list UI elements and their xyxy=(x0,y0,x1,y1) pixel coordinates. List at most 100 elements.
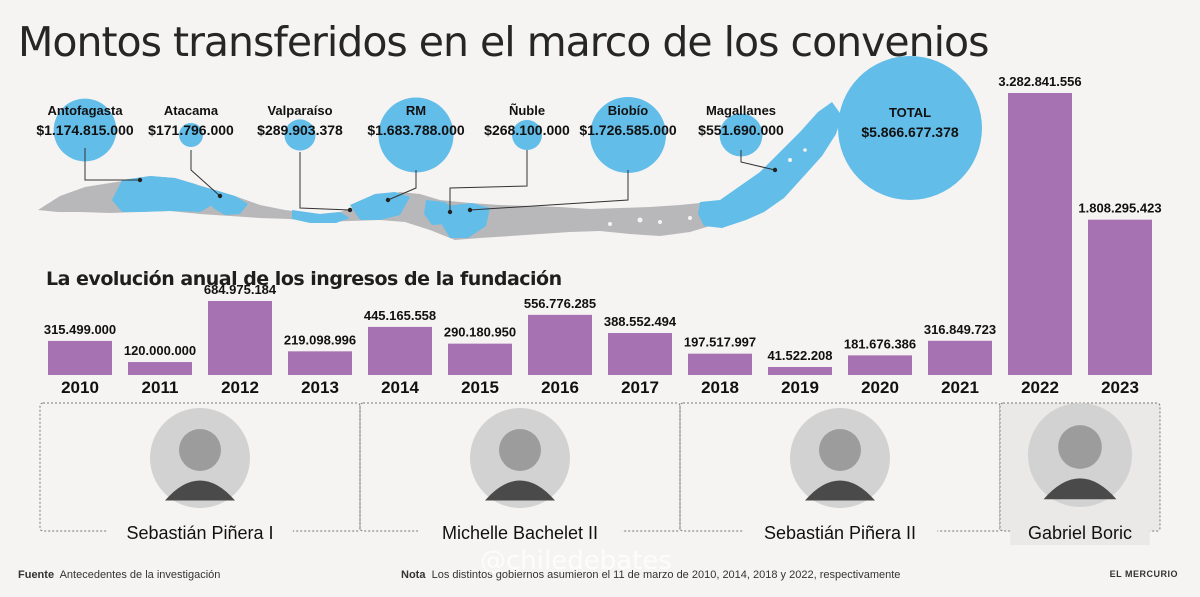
bubble-biobio xyxy=(590,97,666,173)
year-label-2019: 2019 xyxy=(781,378,819,397)
bubble-total xyxy=(838,56,982,200)
region-name-atacama: Atacama xyxy=(164,103,219,118)
year-label-2022: 2022 xyxy=(1021,378,1059,397)
portraits xyxy=(150,403,1132,508)
period-label-gabriel-boric: Gabriel Boric xyxy=(1028,523,1132,543)
leader-dot-magallanes xyxy=(772,167,778,173)
portrait-body-sebastian-pinera-ii xyxy=(805,480,875,501)
bar-2019 xyxy=(768,367,832,375)
portrait-head-sebastian-pinera-i xyxy=(179,429,221,471)
year-label-2017: 2017 xyxy=(621,378,659,397)
leader-valparaiso xyxy=(299,152,351,211)
year-label-2013: 2013 xyxy=(301,378,339,397)
value-label-2019: 41.522.208 xyxy=(767,348,832,363)
bar-2023 xyxy=(1088,219,1152,375)
bubble-valparaiso xyxy=(284,119,316,151)
bubble-nuble xyxy=(512,120,542,150)
portrait-head-sebastian-pinera-ii xyxy=(819,429,861,471)
region-name-total: TOTAL xyxy=(889,105,931,120)
leader-antofagasta xyxy=(84,148,140,181)
value-label-2015: 290.180.950 xyxy=(444,325,516,340)
year-label-2015: 2015 xyxy=(461,378,499,397)
leader-dot-nuble xyxy=(447,209,453,215)
value-label-2016: 556.776.285 xyxy=(524,296,596,311)
period-labels: Sebastián Piñera I Michelle Bachelet II Se… xyxy=(107,519,1150,545)
leader-magallanes xyxy=(740,150,776,171)
leader-dot-atacama xyxy=(217,193,223,199)
leader-dot-rm xyxy=(385,197,391,203)
page-title: Montos transferidos en el marco de los c… xyxy=(18,18,989,66)
note-text: Los distintos gobiernos asumieron el 11 … xyxy=(431,569,901,581)
value-labels: 315.499.000 120.000.000 684.975.184 219.098… xyxy=(44,74,1162,363)
year-label-2020: 2020 xyxy=(861,378,899,397)
portrait-body-gabriel-boric xyxy=(1043,478,1117,500)
bar-2014 xyxy=(368,326,432,375)
section-title: La evolución anual de los ingresos de la… xyxy=(46,268,562,290)
map-biobio xyxy=(442,203,490,238)
region-name-valparaiso: Valparaíso xyxy=(267,103,332,118)
map-magallanes xyxy=(698,102,842,228)
footer-source: Fuente Antecedentes de la investigación xyxy=(18,569,220,581)
period-label-michelle-bachelet-ii: Michelle Bachelet II xyxy=(442,523,598,543)
period-label-sebastian-pinera-i: Sebastián Piñera I xyxy=(126,523,273,543)
region-name-antofagasta: Antofagasta xyxy=(47,103,123,118)
bar-2020 xyxy=(848,355,912,375)
bar-2021 xyxy=(928,340,992,375)
bubble-rm xyxy=(378,97,454,173)
region-amount-nuble: $268.100.000 xyxy=(484,122,570,138)
period-label-bg-sebastian-pinera-ii xyxy=(742,519,938,545)
value-label-2010: 315.499.000 xyxy=(44,322,116,337)
leader-dot-antofagasta xyxy=(137,177,143,183)
leader-biobio xyxy=(469,170,629,211)
year-label-2021: 2021 xyxy=(941,378,979,397)
map-atacama xyxy=(200,186,248,215)
region-amount-atacama: $171.796.000 xyxy=(148,122,234,138)
map-rm xyxy=(350,192,410,220)
year-label-2016: 2016 xyxy=(541,378,579,397)
portrait-head-michelle-bachelet-ii xyxy=(499,429,541,471)
year-label-2011: 2011 xyxy=(142,378,179,397)
year-label-2012: 2012 xyxy=(221,378,259,397)
bar-2022 xyxy=(1008,93,1072,375)
bubble-antofagasta xyxy=(53,98,117,162)
period-label-bg-sebastian-pinera-i xyxy=(107,519,293,545)
region-name-biobio: Biobío xyxy=(608,103,648,118)
bars xyxy=(48,93,1152,375)
bubble-magallanes xyxy=(719,113,763,157)
period-label-bg-michelle-bachelet-ii xyxy=(418,519,622,545)
region-amount-biobio: $1.726.585.000 xyxy=(579,122,677,138)
source-label: Fuente xyxy=(18,569,55,581)
leader-atacama xyxy=(190,150,221,197)
region-amount-total: $5.866.677.378 xyxy=(861,124,959,140)
bar-2016 xyxy=(528,314,592,375)
period-label-bg-gabriel-boric xyxy=(1010,519,1150,545)
map-valparaiso xyxy=(292,210,350,223)
value-label-2012: 684.975.184 xyxy=(204,282,277,297)
period-box-sebastian-pinera-i xyxy=(39,402,361,532)
region-name-magallanes: Magallanes xyxy=(706,103,776,118)
value-label-2017: 388.552.494 xyxy=(604,314,677,329)
map-bubbles xyxy=(53,56,982,215)
year-label-2023: 2023 xyxy=(1101,378,1139,397)
leader-rm xyxy=(387,170,417,201)
portrait-body-sebastian-pinera-i xyxy=(165,480,235,501)
region-name-rm: RM xyxy=(406,103,426,118)
bar-2011 xyxy=(128,362,192,375)
period-box-sebastian-pinera-ii xyxy=(679,402,1001,532)
leader-nuble xyxy=(449,150,528,212)
value-label-2022: 3.282.841.556 xyxy=(998,74,1081,89)
bar-2010 xyxy=(48,340,112,375)
region-amount-valparaiso: $289.903.378 xyxy=(257,122,343,138)
portrait-body-michelle-bachelet-ii xyxy=(485,480,555,501)
leader-dot-valparaiso xyxy=(347,207,353,213)
value-label-2011: 120.000.000 xyxy=(124,343,196,358)
map-shape xyxy=(38,102,842,240)
brand-name: EL MERCURIO xyxy=(1109,569,1178,579)
note-label: Nota xyxy=(401,569,426,581)
bar-2018 xyxy=(688,353,752,375)
footer-note: Nota Los distintos gobiernos asumieron e… xyxy=(401,569,900,581)
portrait-head-gabriel-boric xyxy=(1058,425,1102,469)
period-label-sebastian-pinera-ii: Sebastián Piñera II xyxy=(764,523,916,543)
